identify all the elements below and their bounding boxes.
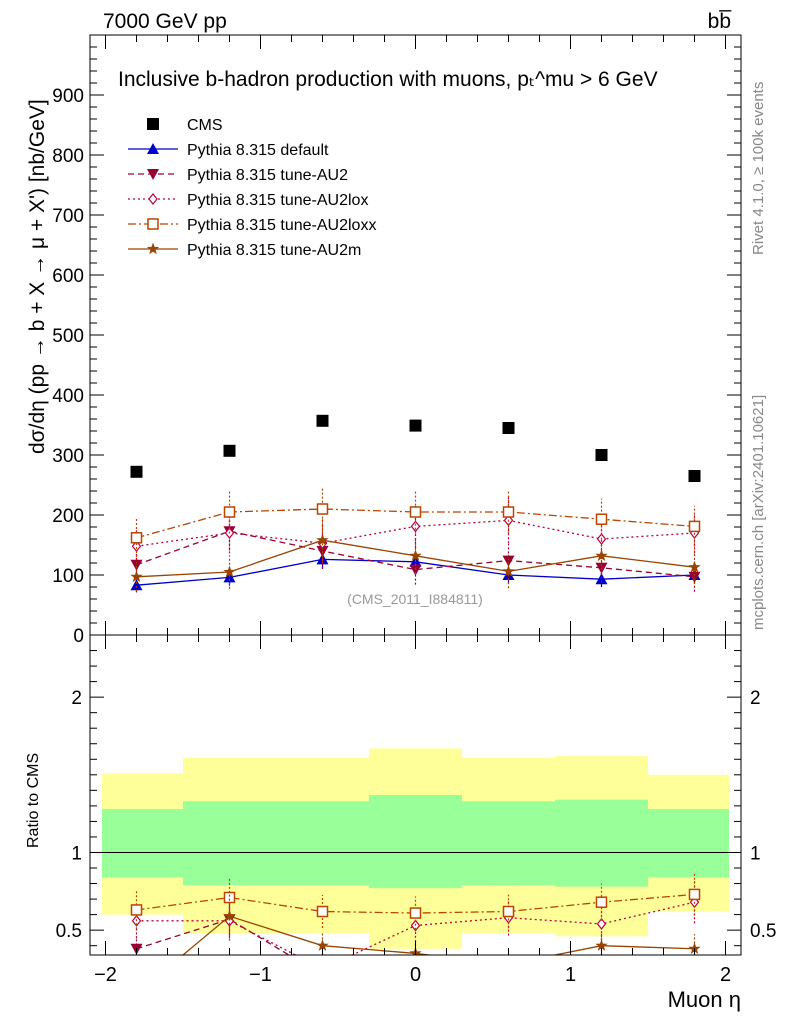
main-point-4-0: [130, 532, 143, 544]
main-point-1-0: [130, 579, 143, 591]
ratio-band-inner-3: [369, 795, 462, 889]
main-ytick-label-4: 400: [52, 386, 84, 407]
main-point-5-5: [595, 549, 608, 562]
x-tick-label-1: −1: [249, 964, 272, 986]
ratio-ytick-label-right-2: 2: [750, 688, 761, 709]
ratio-point-0-4: [503, 966, 515, 977]
legend-marker-1: [147, 143, 159, 154]
legend: CMS Pythia 8.315 default Pythia 8.315 tune…: [128, 117, 376, 259]
ratio-point-3-2: [316, 939, 329, 951]
ratio-point-2-6: [688, 888, 701, 901]
main-ytick-label-8: 800: [52, 146, 84, 167]
main-point-4-4: [502, 506, 515, 518]
ratio-band-inner-2: [276, 801, 369, 886]
ratio-ylabel: Ratio to CMS: [25, 753, 42, 848]
x-axis-label: Muon η: [668, 987, 741, 1012]
main-point-4-5: [595, 513, 608, 525]
main-point-5-6: [688, 560, 701, 573]
legend-label-2: Pythia 8.315 tune-AU2: [187, 167, 348, 184]
main-point-4-3: [409, 506, 422, 518]
main-ytick-label-9: 900: [52, 86, 84, 107]
main-point-0-3: [409, 419, 422, 432]
main-ytick-label-6: 600: [52, 266, 84, 287]
main-point-0-4: [502, 422, 515, 434]
analysis-label: (CMS_2011_I884811): [347, 591, 483, 607]
x-tick-label-0: −2: [94, 964, 117, 986]
mcplots-label: mcplots.cern.ch [arXiv:2401.10621]: [750, 395, 767, 630]
energy-label: 7000 GeV pp: [103, 10, 227, 33]
ratio-point-2-0: [130, 904, 143, 916]
main-point-0-0: [130, 465, 143, 478]
main-point-2-6: [688, 571, 701, 583]
main-ytick-label-5: 500: [52, 326, 84, 347]
main-point-5-1: [223, 565, 236, 578]
main-ytick-label-1: 100: [52, 566, 84, 587]
ratio-ytick-label-0: 0.5: [56, 921, 82, 942]
main-ytick-label-0: 0: [73, 626, 84, 647]
legend-marker-5: [146, 242, 160, 255]
ratio-point-0-6: [689, 964, 701, 975]
main-point-5-3: [409, 549, 422, 562]
main-point-4-1: [223, 506, 236, 518]
main-point-4-2: [316, 503, 329, 515]
main-point-2-4: [502, 555, 515, 567]
ratio-band-inner-4: [462, 801, 555, 886]
main-ytick-label-7: 700: [52, 206, 84, 227]
main-point-2-3: [409, 564, 422, 576]
main-point-5-4: [502, 564, 515, 577]
legend-label-1: Pythia 8.315 default: [187, 142, 329, 159]
ratio-point-3-5: [595, 939, 608, 951]
ratio-ytick-label-2: 2: [71, 688, 82, 709]
main-point-0-2: [316, 414, 329, 427]
ratio-point-1-2: [319, 964, 327, 974]
ratio-ytick-label-right-0: 0.5: [750, 921, 776, 942]
ratio-point-2-1: [223, 891, 236, 904]
legend-marker-4: [147, 218, 159, 230]
x-tick-label-4: 2: [720, 964, 731, 986]
main-point-0-5: [595, 449, 608, 461]
chart-title: Inclusive b-hadron production with muons…: [118, 68, 658, 91]
ratio-point-3-1: [223, 909, 236, 922]
rivet-label: Rivet 4.1.0, ≥ 100k events: [750, 82, 767, 255]
legend-label-3: Pythia 8.315 tune-AU2lox: [187, 192, 368, 209]
legend-marker-2: [147, 169, 159, 180]
main-ylabel: dσ/dη (pp → b + X → μ + X') [nb/GeV]: [26, 99, 49, 454]
ratio-band-inner-0: [102, 808, 183, 878]
ratio-point-0-2: [317, 970, 329, 981]
legend-label-4: Pythia 8.315 tune-AU2loxx: [187, 217, 376, 234]
legend-label-0: CMS: [187, 117, 223, 134]
ratio-point-2-4: [502, 905, 515, 918]
main-ytick-label-3: 300: [52, 446, 84, 467]
main-point-1-1: [223, 571, 236, 583]
x-tick-label-2: 0: [410, 964, 421, 986]
ratio-point-2-5: [595, 896, 608, 908]
ratio-point-2-3: [409, 907, 422, 919]
ratio-band-inner-5: [555, 799, 648, 887]
legend-marker-3: [148, 193, 158, 205]
ratio-point-2-2: [316, 905, 329, 918]
ratio-panel: 0.5 0.5 1 1 2 2 −2 −1 0 1 2 Ratio to CMS Muon η: [25, 634, 776, 1012]
main-point-0-6: [688, 470, 701, 482]
main-point-3-3: [410, 520, 421, 533]
ratio-point-1-5: [596, 917, 607, 930]
ratio-point-3-4: [502, 958, 514, 970]
main-point-5-2: [316, 533, 329, 546]
main-point-5-0: [130, 570, 143, 583]
main-point-0-1: [223, 444, 236, 457]
main-panel: 0 100 200 300 400 500 600 700 800 900 Inclusive b…: [26, 34, 742, 647]
x-tick-label-3: 1: [565, 964, 576, 986]
main-ytick-label-2: 200: [52, 506, 84, 527]
ratio-ytick-label-right-1: 1: [750, 843, 761, 864]
ratio-ytick-label-1: 1: [71, 843, 82, 864]
ratio-point-3-0: [130, 987, 142, 999]
process-label: bb̅: [708, 10, 733, 33]
main-point-2-0: [130, 559, 143, 571]
ratio-band-inner-1: [183, 801, 276, 886]
ratio-point-0-5: [596, 967, 608, 978]
legend-label-5: Pythia 8.315 tune-AU2m: [187, 242, 361, 259]
legend-marker-0: [147, 118, 159, 130]
ratio-band-inner-6: [648, 808, 729, 878]
main-point-4-6: [688, 520, 701, 533]
